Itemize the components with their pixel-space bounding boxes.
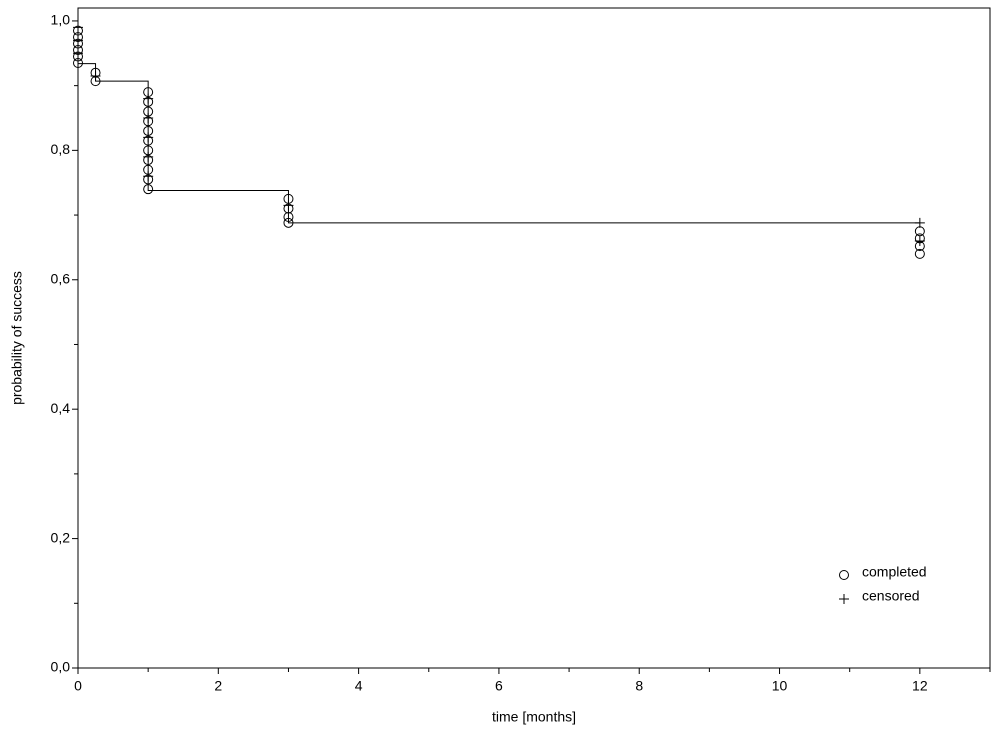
- legend-label: censored: [862, 588, 920, 604]
- x-tick-label: 4: [355, 678, 363, 694]
- x-tick-label: 12: [912, 678, 928, 694]
- legend-marker: [839, 570, 849, 580]
- censored-marker: [914, 235, 925, 246]
- completed-marker: [283, 217, 294, 228]
- censored-marker: [143, 151, 154, 162]
- y-tick-label: 0,6: [51, 270, 71, 286]
- x-tick-label: 10: [772, 678, 788, 694]
- y-tick-label: 0,2: [51, 529, 71, 545]
- censored-marker: [73, 22, 83, 33]
- completed-marker: [283, 212, 294, 222]
- x-axis-label: time [months]: [492, 709, 576, 725]
- censored-marker: [143, 93, 154, 104]
- plot-frame: [77, 7, 991, 669]
- completed-marker: [73, 58, 83, 68]
- censored-marker: [143, 171, 154, 182]
- y-tick-label: 0,8: [51, 141, 71, 157]
- censored-marker: [90, 70, 101, 81]
- x-tick-label: 2: [214, 678, 222, 694]
- legend-label: completed: [862, 564, 927, 580]
- completed-marker: [914, 226, 925, 237]
- x-tick-label: 0: [74, 678, 82, 694]
- y-tick-label: 0,4: [51, 400, 71, 416]
- y-axis-label: probability of success: [9, 271, 25, 405]
- censored-marker: [73, 48, 83, 59]
- y-tick-label: 0,0: [51, 659, 71, 675]
- survival-curve: [77, 20, 920, 224]
- censored-marker: [73, 35, 83, 46]
- x-tick-label: 6: [495, 678, 503, 694]
- censored-marker: [143, 132, 154, 143]
- y-tick-label: 1,0: [51, 12, 71, 28]
- completed-marker: [914, 248, 925, 259]
- completed-marker: [143, 184, 154, 195]
- censored-marker: [283, 200, 294, 211]
- legend-marker: [839, 594, 849, 604]
- censored-marker: [143, 113, 154, 123]
- censored-marker: [914, 217, 925, 228]
- x-tick-label: 8: [635, 678, 643, 694]
